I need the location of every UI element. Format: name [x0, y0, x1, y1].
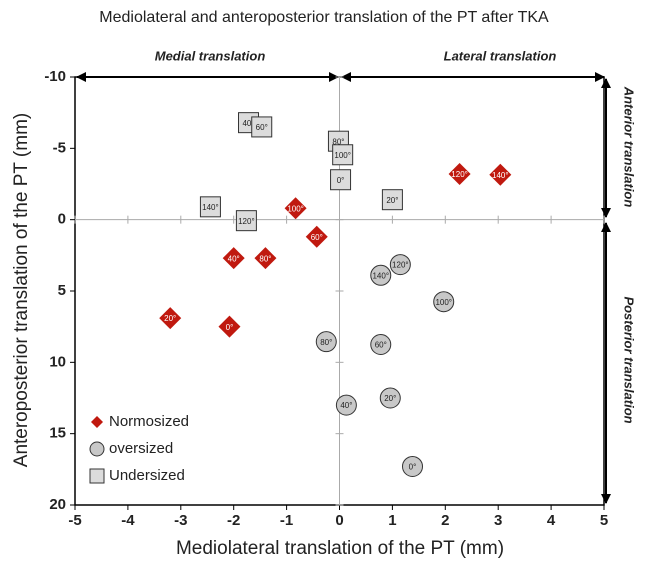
- point: [370, 334, 392, 355]
- point: [251, 116, 273, 138]
- annotation: Lateral translation: [444, 48, 557, 63]
- annotation: Anterior translation: [622, 86, 637, 208]
- point-label: 0°: [337, 176, 345, 185]
- x-tick-label: -1: [280, 512, 293, 529]
- point: [402, 455, 424, 477]
- point-label: 40°: [340, 401, 352, 410]
- point: [218, 315, 241, 338]
- point-label: 0°: [226, 323, 234, 332]
- chart-title: Mediolateral and anteroposterior transla…: [99, 9, 549, 26]
- point-label: 140°: [492, 171, 509, 180]
- legend-label: oversized: [109, 440, 173, 457]
- point: [370, 264, 392, 286]
- x-tick-label: 3: [494, 512, 502, 529]
- point: [332, 144, 354, 166]
- point-label: 40°: [242, 119, 254, 128]
- point-label: 40°: [228, 254, 240, 263]
- y-tick-label: 0: [58, 211, 66, 228]
- x-axis-label: Mediolateral translation of the PT (mm): [176, 538, 504, 559]
- legend-marker: [91, 416, 103, 428]
- point-label: 20°: [164, 314, 176, 323]
- x-tick-label: 5: [600, 512, 608, 529]
- point-label: 0°: [409, 463, 417, 472]
- point: [433, 291, 455, 313]
- y-axis-label: Anteroposterior translation of the PT (m…: [11, 113, 32, 467]
- point: [381, 189, 403, 211]
- x-tick-label: -3: [174, 512, 187, 529]
- legend-marker: [89, 441, 105, 457]
- point: [254, 247, 277, 270]
- point-label: 60°: [311, 233, 323, 242]
- point-label: 120°: [392, 261, 409, 270]
- point: [330, 169, 352, 191]
- point: [335, 394, 357, 416]
- point: [489, 163, 512, 186]
- annotation: Medial translation: [155, 48, 266, 63]
- y-tick-label: 15: [49, 425, 66, 442]
- point: [159, 307, 182, 330]
- legend-label: Undersized: [109, 467, 185, 484]
- point-label: 100°: [435, 298, 452, 307]
- y-tick-label: -10: [44, 68, 66, 85]
- point: [389, 254, 411, 276]
- x-tick-label: -4: [121, 512, 135, 529]
- point-label: 140°: [202, 203, 219, 212]
- legend-marker: [89, 468, 105, 484]
- point-label: 120°: [451, 170, 468, 179]
- point-label: 80°: [332, 137, 344, 146]
- x-tick-label: -2: [227, 512, 240, 529]
- x-tick-label: -5: [68, 512, 81, 529]
- y-tick-label: 20: [49, 496, 66, 513]
- point-label: 20°: [386, 196, 398, 205]
- point: [448, 163, 471, 186]
- point-label: 80°: [259, 254, 271, 263]
- point-label: 140°: [372, 271, 389, 280]
- point-label: 60°: [256, 123, 268, 132]
- point: [305, 225, 328, 248]
- point: [379, 387, 401, 409]
- legend-label: Normosized: [109, 413, 189, 430]
- point: [199, 196, 221, 218]
- x-tick-label: 4: [547, 512, 556, 529]
- point: [284, 197, 307, 220]
- point-label: 100°: [287, 204, 304, 213]
- y-tick-label: -5: [53, 139, 66, 156]
- point: [315, 331, 337, 353]
- point-label: 20°: [384, 394, 396, 403]
- point: [222, 247, 245, 270]
- x-tick-label: 1: [388, 512, 396, 529]
- annotation: Posterior translation: [622, 296, 637, 423]
- point-label: 80°: [320, 338, 332, 347]
- y-tick-label: 10: [49, 353, 66, 370]
- point-label: 100°: [334, 151, 351, 160]
- point-label: 60°: [375, 341, 387, 350]
- x-tick-label: 2: [441, 512, 449, 529]
- point-label: 120°: [238, 217, 255, 226]
- point: [235, 210, 257, 232]
- x-tick-label: 0: [335, 512, 343, 529]
- y-tick-label: 5: [58, 282, 66, 299]
